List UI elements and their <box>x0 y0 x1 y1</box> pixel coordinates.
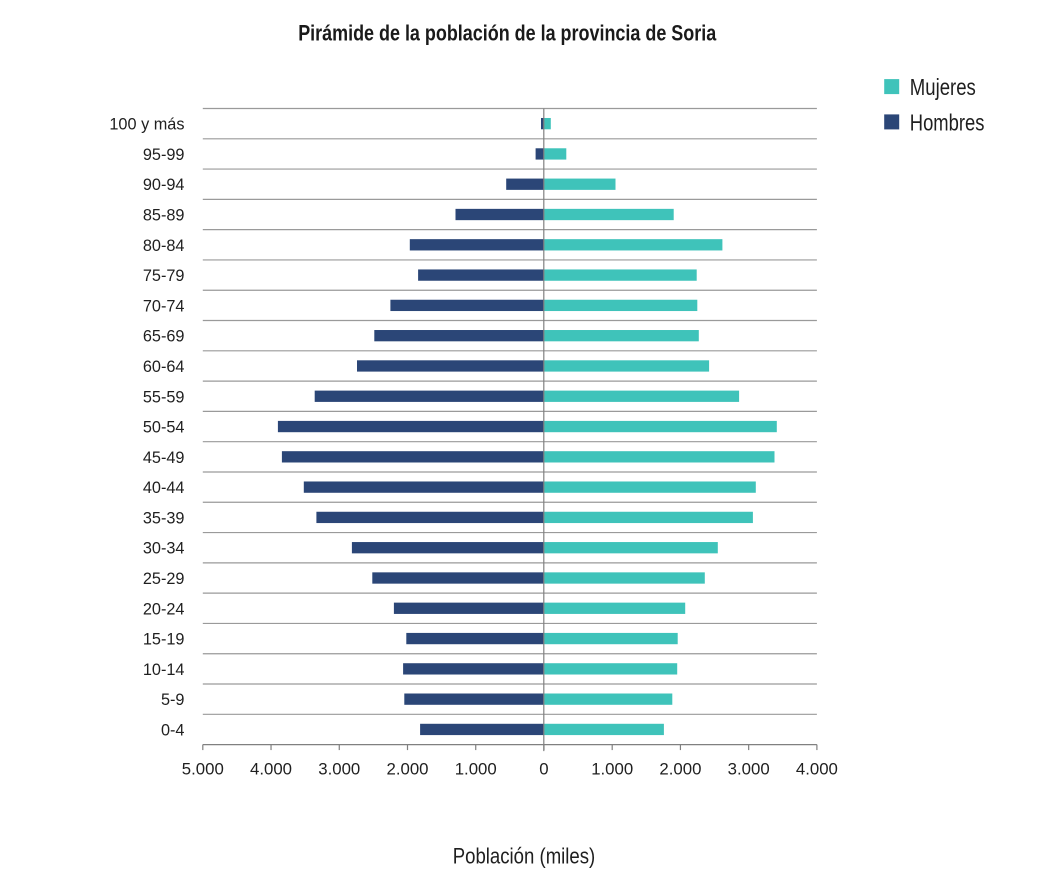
svg-text:20-24: 20-24 <box>143 600 185 618</box>
svg-text:5-9: 5-9 <box>161 691 185 709</box>
svg-text:Mujeres: Mujeres <box>910 74 976 100</box>
svg-text:2.000: 2.000 <box>387 760 429 779</box>
svg-text:3.000: 3.000 <box>728 760 770 779</box>
svg-text:80-84: 80-84 <box>143 237 185 255</box>
svg-text:4.000: 4.000 <box>250 760 292 779</box>
svg-text:35-39: 35-39 <box>143 509 185 527</box>
svg-text:Hombres: Hombres <box>910 110 985 136</box>
svg-text:15-19: 15-19 <box>143 631 185 649</box>
svg-text:90-94: 90-94 <box>143 176 185 194</box>
svg-text:4.000: 4.000 <box>796 760 838 779</box>
svg-text:Pirámide de la población de la: Pirámide de la población de la provincia… <box>298 21 716 46</box>
svg-text:1.000: 1.000 <box>455 760 497 779</box>
svg-text:100 y más: 100 y más <box>109 116 184 134</box>
svg-text:5.000: 5.000 <box>182 760 224 779</box>
svg-text:45-49: 45-49 <box>143 449 185 467</box>
svg-text:75-79: 75-79 <box>143 267 185 285</box>
svg-text:2.000: 2.000 <box>659 760 701 779</box>
svg-text:25-29: 25-29 <box>143 570 185 588</box>
svg-text:0-4: 0-4 <box>161 721 185 739</box>
svg-text:85-89: 85-89 <box>143 207 185 225</box>
svg-text:55-59: 55-59 <box>143 388 185 406</box>
svg-text:95-99: 95-99 <box>143 146 185 164</box>
svg-text:1.000: 1.000 <box>591 760 633 779</box>
svg-text:0: 0 <box>539 760 548 779</box>
svg-text:65-69: 65-69 <box>143 328 185 346</box>
svg-text:10-14: 10-14 <box>143 661 185 679</box>
svg-text:30-34: 30-34 <box>143 540 185 558</box>
svg-text:70-74: 70-74 <box>143 297 185 315</box>
svg-text:3.000: 3.000 <box>318 760 360 779</box>
svg-text:60-64: 60-64 <box>143 358 185 376</box>
svg-text:50-54: 50-54 <box>143 419 185 437</box>
svg-text:40-44: 40-44 <box>143 479 185 497</box>
svg-text:Población (miles): Población (miles) <box>453 844 596 869</box>
